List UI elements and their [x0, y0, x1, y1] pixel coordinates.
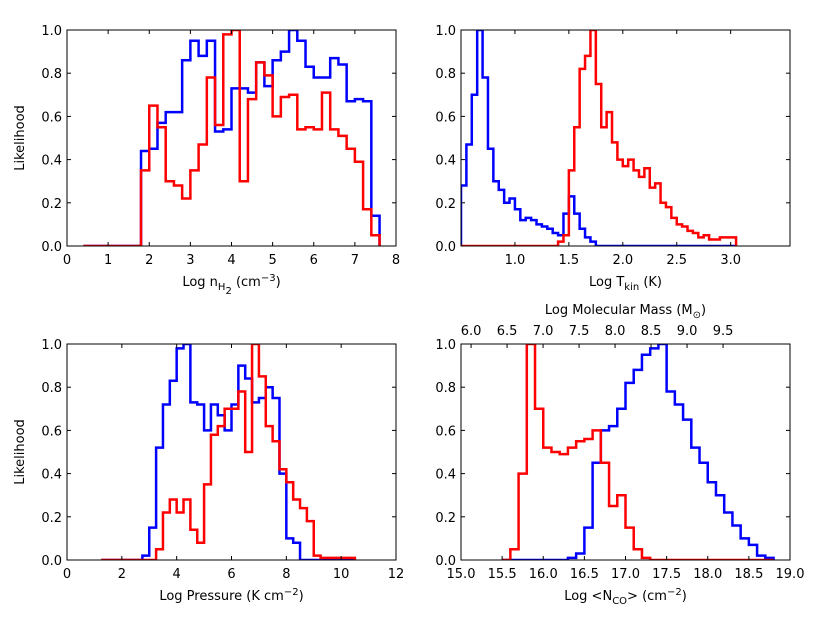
x2-tick-label: 9.5 [713, 324, 734, 339]
y-tick-label: 0.8 [41, 381, 62, 396]
x-tick-label: 16.0 [529, 567, 558, 582]
x-axis-label-part: (cm [232, 275, 261, 290]
y-tick-label: 0.0 [41, 240, 62, 255]
x-tick-label: 1 [104, 253, 112, 268]
x-tick-label: 17.0 [611, 567, 640, 582]
x-axis-label-part: −3 [261, 273, 276, 284]
x-axis-label-part: −2 [284, 587, 299, 598]
y-tick-label: 0.4 [41, 154, 62, 169]
x-tick-label: 3.0 [720, 253, 741, 268]
x-tick-label: 18.0 [693, 567, 722, 582]
x-tick-label: 19.0 [776, 567, 805, 582]
x-tick-label: 2.5 [666, 253, 687, 268]
histogram-step [461, 30, 737, 246]
histogram-step [502, 344, 775, 560]
x2-tick-label: 6.0 [461, 324, 482, 339]
x-axis-label-part: Log n [182, 275, 218, 290]
x-axis-label-part: > (cm [627, 589, 667, 604]
histogram-step [461, 30, 738, 246]
y-tick-label: 0.8 [435, 381, 456, 396]
y-tick-label: 1.0 [435, 338, 456, 353]
x-tick-label: 5 [268, 253, 276, 268]
x-tick-label: 4 [227, 253, 235, 268]
x2-tick-label: 7.0 [533, 324, 554, 339]
y-tick-label: 0.6 [41, 110, 62, 125]
x-axis-label-part: Log Pressure (K cm [159, 589, 284, 604]
x-axis-label-part: ) [682, 589, 687, 604]
x-tick-label: 1.0 [505, 253, 526, 268]
histogram-step [83, 30, 381, 246]
x2-tick-label: 7.5 [569, 324, 590, 339]
x-tick-label: 6 [310, 253, 318, 268]
x-axis-label-part: Log T [589, 275, 624, 290]
x-axis-label-part: ) [276, 275, 281, 290]
x-tick-label: 15.5 [488, 567, 517, 582]
y-axis-label: Likelihood [13, 105, 28, 171]
histogram-step [83, 30, 381, 246]
y-tick-label: 0.8 [435, 67, 456, 82]
x-tick-label: 2 [118, 567, 126, 582]
x-tick-label: 3 [186, 253, 194, 268]
x-tick-label: 6 [227, 567, 235, 582]
axes-frame [460, 29, 791, 247]
x-axis-label-part: 2 [225, 286, 231, 297]
y-tick-label: 0.4 [435, 468, 456, 483]
x-axis-label-part: −2 [667, 587, 682, 598]
x-axis-label-part: CO [612, 596, 627, 607]
x-axis-label-part: kin [624, 282, 639, 293]
x-tick-label: 1.5 [559, 253, 580, 268]
x-axis-label-part: (K) [639, 275, 662, 290]
x2-tick-label: 8.0 [605, 324, 626, 339]
y-tick-label: 0.2 [435, 197, 456, 212]
x-tick-label: 8 [282, 567, 290, 582]
x2-tick-label: 8.5 [641, 324, 662, 339]
x-axis-label-part: Log <N [564, 589, 612, 604]
y-tick-label: 0.6 [435, 424, 456, 439]
y-tick-label: 0.4 [435, 154, 456, 169]
x-tick-label: 0 [63, 253, 71, 268]
y-tick-label: 0.6 [435, 110, 456, 125]
y-tick-label: 1.0 [41, 338, 62, 353]
y-tick-label: 0.2 [41, 197, 62, 212]
x-tick-label: 15.0 [447, 567, 476, 582]
x2-axis-label-part: ) [701, 303, 706, 318]
x-tick-label: 8 [392, 253, 400, 268]
y-tick-label: 1.0 [435, 24, 456, 39]
x-axis-label: Log Pressure (K cm−2) [159, 587, 303, 604]
y-tick-label: 0.8 [41, 67, 62, 82]
y-tick-label: 0.0 [435, 240, 456, 255]
x-tick-label: 10 [333, 567, 350, 582]
y-tick-label: 0.0 [41, 554, 62, 569]
x-axis-label-part: ) [299, 589, 304, 604]
x2-axis-label-part: ⊙ [693, 310, 701, 321]
x2-tick-label: 6.5 [497, 324, 518, 339]
y-axis-label: Likelihood [13, 419, 28, 485]
x-tick-label: 18.5 [734, 567, 763, 582]
histogram-step [101, 344, 357, 560]
y-tick-label: 0.2 [435, 511, 456, 526]
x-tick-label: 16.5 [570, 567, 599, 582]
x-axis-label: Log Tkin (K) [589, 275, 662, 293]
y-tick-label: 0.6 [41, 424, 62, 439]
y-tick-label: 0.4 [41, 468, 62, 483]
x-tick-label: 17.5 [652, 567, 681, 582]
x-tick-label: 0 [63, 567, 71, 582]
x2-axis-label: Log Molecular Mass (M⊙) [545, 303, 706, 321]
x-tick-label: 12 [388, 567, 405, 582]
x-tick-label: 7 [351, 253, 359, 268]
x-axis-label: Log <NCO> (cm−2) [564, 587, 687, 607]
y-tick-label: 1.0 [41, 24, 62, 39]
y-tick-label: 0.0 [435, 554, 456, 569]
x2-tick-label: 9.0 [677, 324, 698, 339]
y-tick-label: 0.2 [41, 511, 62, 526]
x-axis-label-part: H [218, 282, 226, 293]
x-axis-label: Log nH2 (cm−3) [182, 273, 280, 297]
x-tick-label: 4 [173, 567, 181, 582]
x2-axis-label-part: Log Molecular Mass (M [545, 303, 693, 318]
histogram-step [502, 344, 774, 560]
x-tick-label: 2 [145, 253, 153, 268]
x-tick-label: 2.0 [612, 253, 633, 268]
